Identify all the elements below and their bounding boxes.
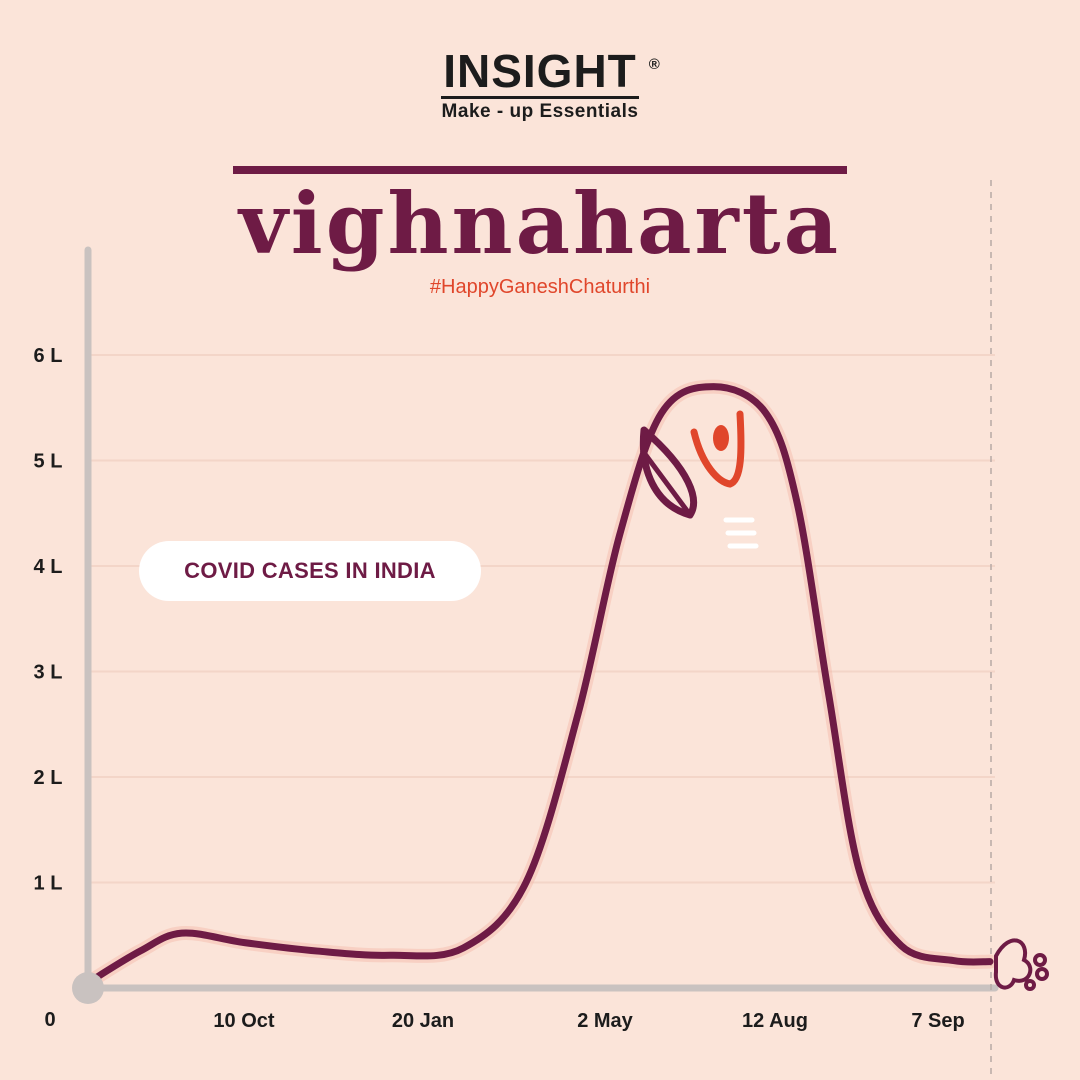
- y-tick-labels: 1 L 2 L 3 L 4 L 5 L 6 L: [34, 345, 63, 895]
- ganesha-ear-icon: [639, 426, 697, 519]
- series-line: [84, 383, 994, 987]
- series-cases: [81, 379, 997, 990]
- y-tick-label: 6 L: [34, 345, 63, 367]
- y-tick-label: 1 L: [34, 873, 63, 895]
- brand-name: INSIGHT ®: [441, 48, 660, 99]
- x-tick-label: 7 Sep: [911, 1010, 964, 1032]
- y-tick-label: 4 L: [34, 556, 63, 578]
- trunk-stripes-icon: [723, 517, 759, 549]
- x-tick-labels: 10 Oct 20 Jan 2 May 12 Aug 7 Sep: [213, 1010, 964, 1032]
- headline-text: vighnaharta: [232, 166, 847, 274]
- brand-tagline: Make - up Essentials: [441, 101, 639, 122]
- y-tick-label: 3 L: [34, 662, 63, 684]
- y-tick-label: 5 L: [34, 451, 63, 473]
- origin-dot: [72, 972, 104, 1004]
- gridlines: [88, 354, 995, 884]
- chart-title-pill: COVID CASES IN INDIA: [139, 541, 481, 601]
- flower-icon: [993, 938, 1049, 991]
- y-tick-label: 2 L: [34, 767, 63, 789]
- brand-logo: INSIGHT ® Make - up Essentials: [0, 48, 1080, 123]
- chart-title: COVID CASES IN INDIA: [184, 558, 436, 583]
- x-tick-label: 10 Oct: [213, 1010, 274, 1032]
- series-line-shadow: [81, 379, 997, 990]
- x-tick-label: 20 Jan: [392, 1010, 454, 1032]
- x-tick-label: 2 May: [577, 1010, 633, 1032]
- registered-mark: ®: [648, 56, 661, 73]
- tilak-icon: [690, 410, 745, 488]
- headline: vighnaharta: [0, 166, 1080, 274]
- origin-label: 0: [44, 1009, 55, 1031]
- x-tick-label: 12 Aug: [742, 1010, 808, 1032]
- hashtag: #HappyGaneshChaturthi: [429, 276, 651, 298]
